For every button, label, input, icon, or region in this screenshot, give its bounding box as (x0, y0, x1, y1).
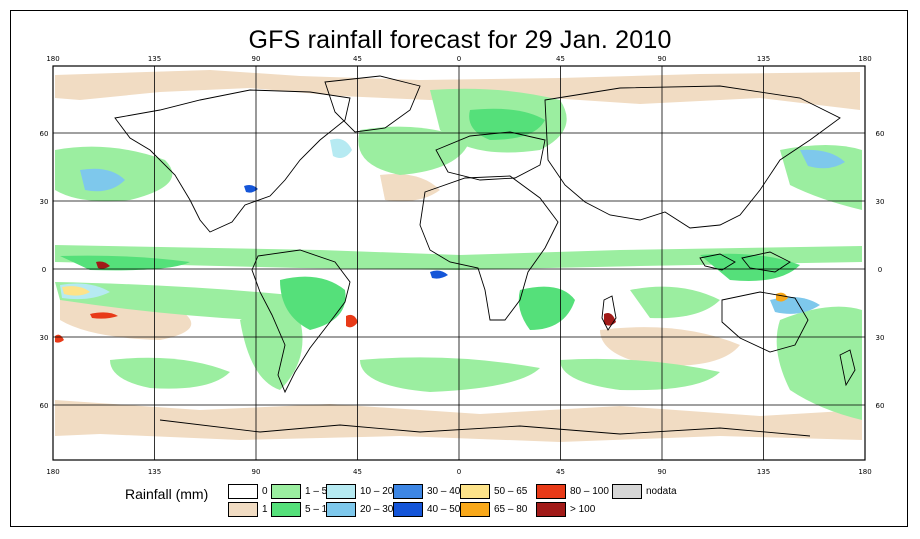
lat-tick-right: 30 (876, 334, 885, 342)
lon-tick-bottom: 0 (457, 468, 461, 476)
lon-tick-top: 90 (658, 55, 667, 63)
legend-item: 20 – 30 (326, 501, 393, 517)
legend-label: 30 – 40 (427, 485, 461, 497)
legend-item: 1 (228, 501, 268, 517)
legend-item: 0 (228, 483, 268, 499)
lat-tick-left: 60 (40, 402, 49, 410)
legend-item: > 100 (536, 501, 595, 517)
lon-tick-top: 0 (457, 55, 461, 63)
legend-item: 80 – 100 (536, 483, 609, 499)
lon-tick-bottom: 180 (858, 468, 871, 476)
lon-tick-top: 45 (556, 55, 565, 63)
legend-swatch (326, 483, 356, 499)
lon-tick-top: 135 (148, 55, 161, 63)
legend-label: 0 (262, 485, 268, 497)
legend-item: 65 – 80 (460, 501, 527, 517)
legend-swatch (393, 501, 423, 517)
legend-label: 50 – 65 (494, 485, 528, 497)
lon-tick-bottom: 180 (46, 468, 59, 476)
legend-label: 1 – 5 (305, 485, 328, 497)
left-lat-labels: 60 30 0 30 60 (40, 130, 49, 410)
legend-swatch (536, 501, 566, 517)
lon-tick-top: 45 (353, 55, 362, 63)
lon-tick-bottom: 135 (148, 468, 161, 476)
legend-title: Rainfall (mm) (125, 486, 209, 502)
map-title: GFS rainfall forecast for 29 Jan. 2010 (248, 26, 672, 54)
legend-item: 40 – 50 (393, 501, 460, 517)
legend-item: 50 – 65 (460, 483, 527, 499)
legend-item: 5 – 10 (271, 501, 333, 517)
lat-tick-right: 60 (876, 130, 885, 138)
legend-label: 65 – 80 (494, 503, 528, 515)
legend-swatch (326, 501, 356, 517)
legend-swatch (393, 483, 423, 499)
lat-tick-right: 30 (876, 198, 885, 206)
lat-tick-right: 60 (876, 402, 885, 410)
legend-item: nodata (612, 483, 677, 499)
legend-label: nodata (646, 485, 677, 497)
lat-tick-left: 60 (40, 130, 49, 138)
legend-swatch (460, 483, 490, 499)
legend-swatch (271, 501, 301, 517)
legend-label: > 100 (570, 503, 596, 515)
lon-tick-bottom: 135 (757, 468, 770, 476)
legend-label: 40 – 50 (427, 503, 461, 515)
legend-item: 30 – 40 (393, 483, 460, 499)
legend-swatch (536, 483, 566, 499)
legend-swatch (271, 483, 301, 499)
legend-item: 1 – 5 (271, 483, 327, 499)
rain-heavy-areas (55, 185, 788, 343)
lon-tick-top: 180 (46, 55, 59, 63)
legend-label: 5 – 10 (305, 503, 333, 515)
lon-tick-top: 90 (252, 55, 261, 63)
rainfall-legend: 0 1 1 – 5 5 – 10 10 – 20 20 – 30 30 – 40… (228, 483, 688, 519)
lon-tick-top: 180 (858, 55, 871, 63)
legend-label: 1 (262, 503, 268, 515)
lon-tick-top: 135 (757, 55, 770, 63)
lat-tick-left: 30 (40, 334, 49, 342)
top-tick-labels: 180 135 90 45 0 45 90 135 180 (46, 55, 871, 63)
lat-tick-left: 0 (42, 266, 46, 274)
lon-tick-bottom: 90 (658, 468, 667, 476)
legend-swatch (460, 501, 490, 517)
legend-label: 80 – 100 (570, 485, 609, 497)
figure-frame (10, 10, 908, 527)
legend-label: 10 – 20 (360, 485, 394, 497)
bottom-tick-labels: 180 135 90 45 0 45 90 135 180 (46, 468, 871, 476)
legend-swatch (228, 501, 258, 517)
legend-swatch (228, 483, 258, 499)
graticule (53, 66, 865, 460)
legend-label: 20 – 30 (360, 503, 394, 515)
lat-tick-right: 0 (878, 266, 882, 274)
legend-item: 10 – 20 (326, 483, 393, 499)
right-lat-labels: 60 30 0 30 60 (876, 130, 885, 410)
map-border (52, 65, 866, 461)
lon-tick-bottom: 90 (252, 468, 261, 476)
lat-tick-left: 30 (40, 198, 49, 206)
legend-swatch (612, 483, 642, 499)
lon-tick-bottom: 45 (353, 468, 362, 476)
lon-tick-bottom: 45 (556, 468, 565, 476)
